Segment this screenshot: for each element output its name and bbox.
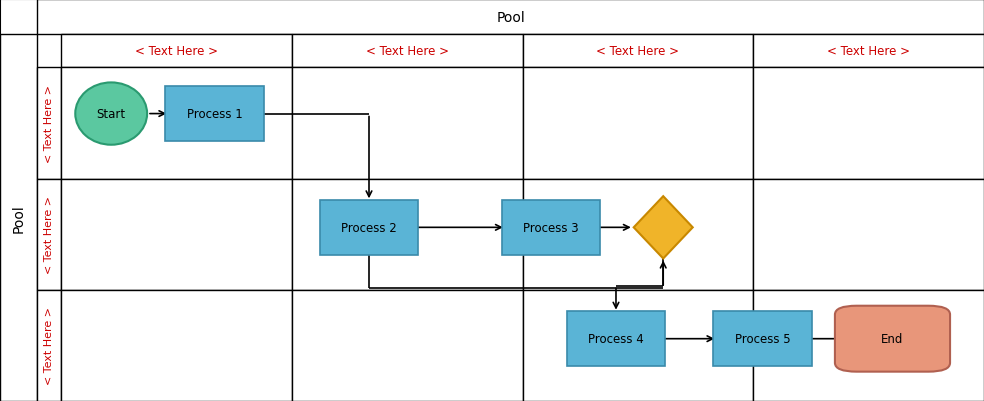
Text: < Text Here >: < Text Here > [44,196,54,273]
Text: < Text Here >: < Text Here > [135,45,217,58]
Text: Process 1: Process 1 [187,108,242,121]
FancyBboxPatch shape [291,35,523,68]
Text: < Text Here >: < Text Here > [44,85,54,162]
FancyBboxPatch shape [754,68,984,179]
FancyBboxPatch shape [37,0,984,35]
FancyBboxPatch shape [291,68,523,179]
FancyBboxPatch shape [291,179,523,290]
Text: End: End [882,332,903,345]
Polygon shape [634,197,693,259]
FancyBboxPatch shape [0,35,37,401]
Text: < Text Here >: < Text Here > [366,45,449,58]
FancyBboxPatch shape [291,290,523,401]
FancyBboxPatch shape [523,35,754,68]
FancyBboxPatch shape [165,87,264,142]
Text: Pool: Pool [496,11,525,24]
FancyBboxPatch shape [713,311,812,367]
FancyBboxPatch shape [523,68,754,179]
Text: Process 3: Process 3 [523,221,579,234]
Text: < Text Here >: < Text Here > [596,45,679,58]
FancyBboxPatch shape [754,290,984,401]
Text: < Text Here >: < Text Here > [828,45,910,58]
FancyBboxPatch shape [37,68,61,179]
Text: Process 5: Process 5 [735,332,790,345]
Text: Pool: Pool [12,204,26,233]
Text: Process 2: Process 2 [341,221,397,234]
FancyBboxPatch shape [320,200,418,255]
FancyBboxPatch shape [523,290,754,401]
Text: < Text Here >: < Text Here > [44,307,54,385]
FancyBboxPatch shape [61,35,291,68]
FancyBboxPatch shape [754,179,984,290]
FancyBboxPatch shape [37,290,61,401]
FancyBboxPatch shape [61,68,291,179]
FancyBboxPatch shape [523,179,754,290]
Text: Start: Start [96,108,126,121]
FancyBboxPatch shape [502,200,600,255]
Ellipse shape [76,83,148,145]
FancyBboxPatch shape [567,311,665,367]
FancyBboxPatch shape [61,290,291,401]
FancyBboxPatch shape [834,306,951,372]
Text: Process 4: Process 4 [588,332,644,345]
FancyBboxPatch shape [61,179,291,290]
FancyBboxPatch shape [37,179,61,290]
FancyBboxPatch shape [754,35,984,68]
